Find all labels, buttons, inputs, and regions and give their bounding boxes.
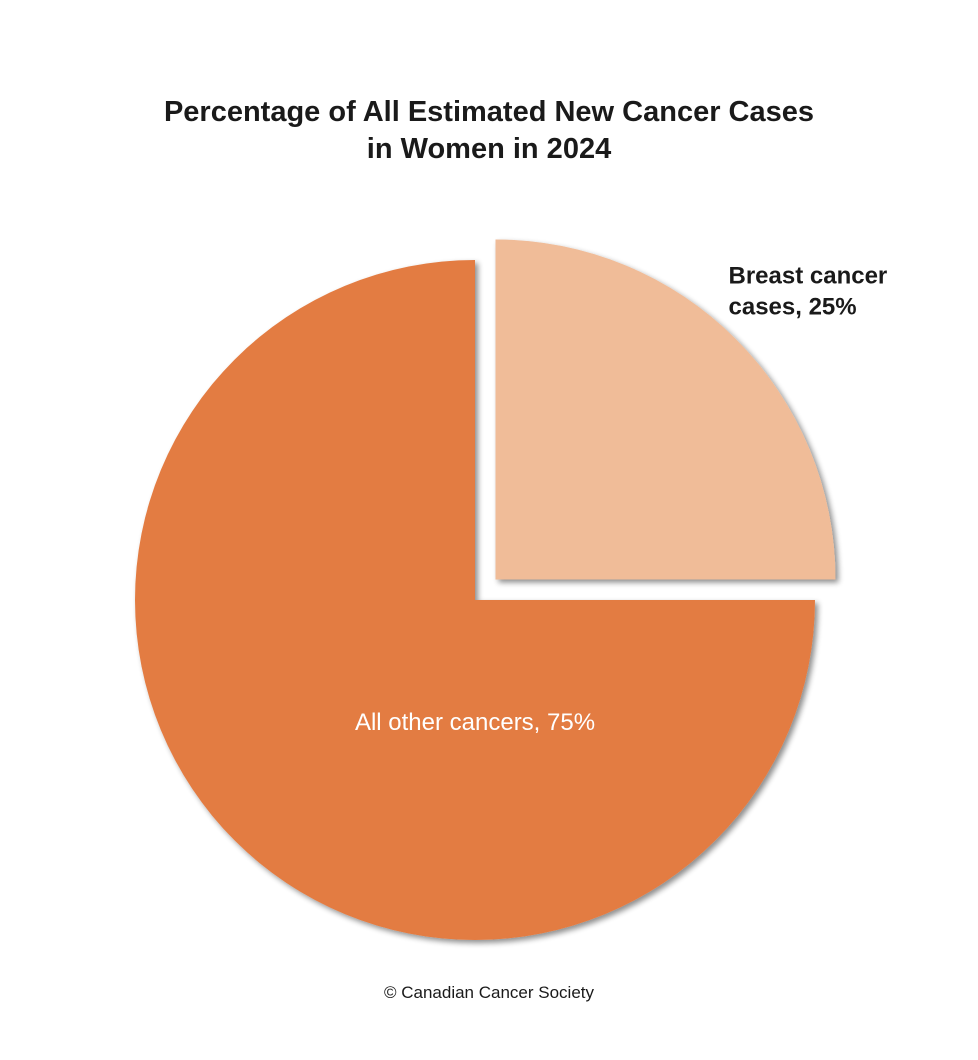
chart-title-line-1: Percentage of All Estimated New Cancer C…: [163, 96, 815, 128]
pie-slice-2: [135, 260, 815, 940]
source-credit: © Canadian Cancer Society: [383, 983, 595, 1002]
chart-title: Percentage of All Estimated New Cancer C…: [0, 94, 978, 168]
pie-slice-1: [495, 239, 836, 580]
pie-slice-label-2: All other cancers, 75%: [355, 709, 595, 736]
chart-title-line-2: in Women in 2024: [366, 133, 612, 165]
pie-labels: Breast cancer cases, 25% All other cancers…: [355, 262, 887, 736]
pie-slice-label-1: Breast cancer cases, 25%: [729, 262, 888, 320]
pie-slices: [135, 239, 836, 940]
